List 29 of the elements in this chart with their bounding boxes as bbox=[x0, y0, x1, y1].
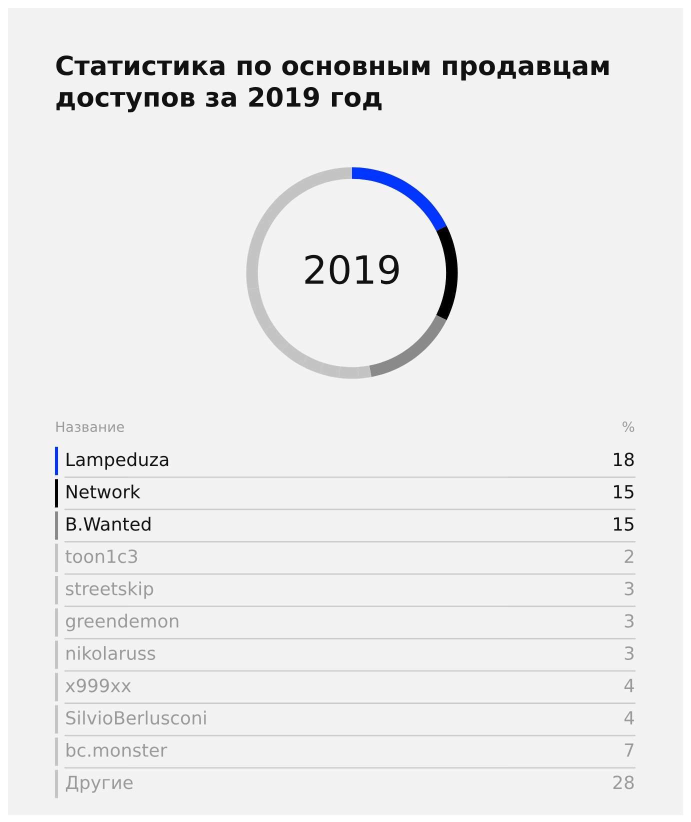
legend-label: B.Wanted bbox=[66, 516, 150, 531]
legend-label: SilvioBerlusconi bbox=[66, 710, 206, 725]
data-label: 3 bbox=[624, 582, 634, 596]
legend-label: Другие bbox=[66, 776, 133, 793]
donut-slice bbox=[352, 167, 447, 232]
data-label: 4 bbox=[624, 711, 634, 724]
donut-slice bbox=[369, 314, 447, 377]
data-label: 15 bbox=[614, 485, 634, 499]
donut-slice bbox=[436, 226, 458, 320]
data-label: 18 bbox=[614, 452, 634, 466]
data-label: 15 bbox=[614, 517, 634, 531]
text: 2019 bbox=[305, 254, 399, 284]
chart-title: Статистика по основным продавцам доступов за 2019 год bbox=[56, 55, 609, 112]
data-label: 3 bbox=[624, 614, 634, 628]
legend-label: toon1c3 bbox=[65, 549, 138, 564]
legend-label: greendemon bbox=[66, 614, 178, 632]
data-label: 3 bbox=[624, 646, 634, 660]
data-label: 28 bbox=[613, 776, 634, 790]
data-label: 4 bbox=[624, 678, 634, 692]
legend-label: streetskip bbox=[66, 581, 154, 599]
legend-label: Network bbox=[66, 484, 140, 499]
legend-title: Название bbox=[56, 422, 124, 432]
legend-label: bc.monster bbox=[66, 742, 168, 757]
legend-label: Lampeduza bbox=[66, 452, 168, 470]
legend-label: x999xx bbox=[66, 678, 131, 692]
text: % bbox=[622, 422, 634, 432]
data-label: 2 bbox=[624, 549, 634, 563]
data-label: 7 bbox=[624, 744, 634, 757]
legend-label: nikolaruss bbox=[66, 646, 156, 660]
